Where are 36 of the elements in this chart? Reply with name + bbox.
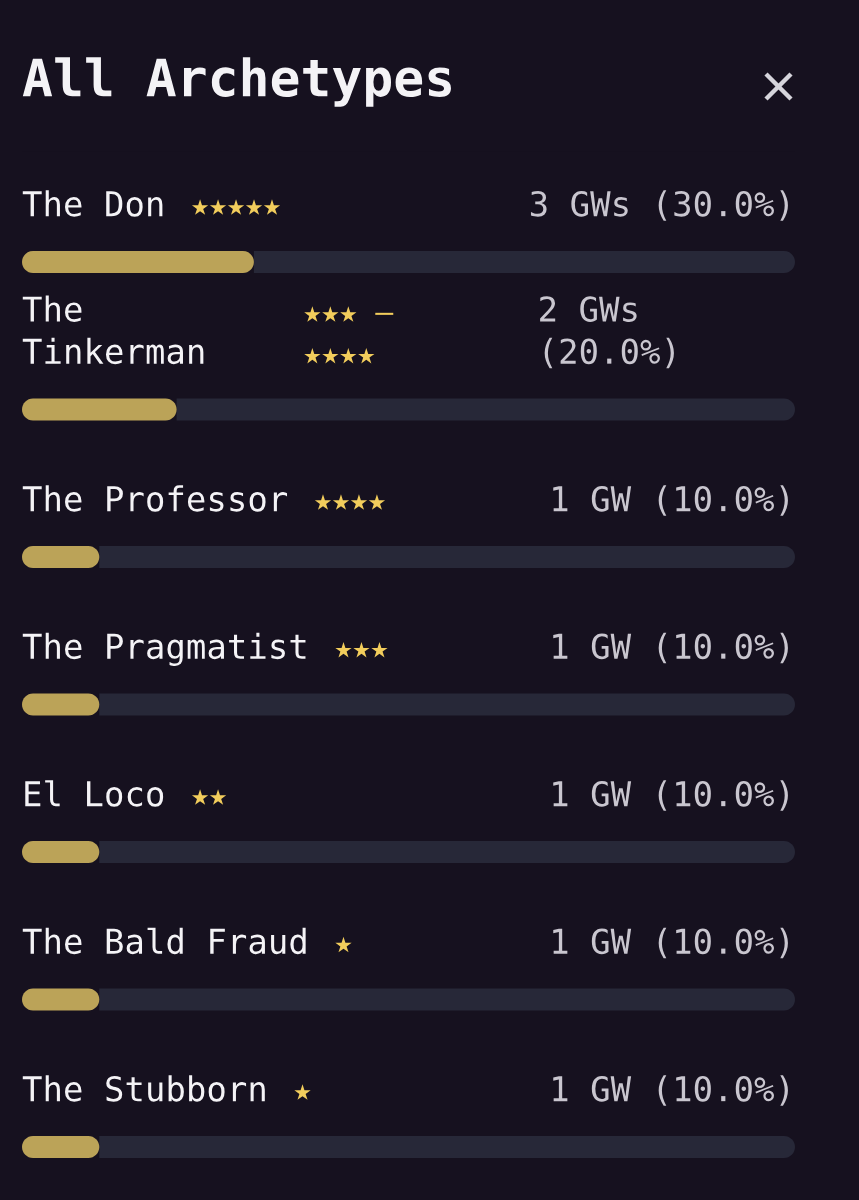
y-tick-label: The Stubborn	[22, 1075, 265, 1102]
annotation: 1 GW (10.0%)	[553, 632, 788, 664]
bar	[22, 693, 100, 716]
bar	[22, 988, 100, 1011]
annotation: ★★★★★	[191, 199, 281, 215]
y-tick-label: The Professor	[22, 485, 288, 512]
annotation: ★★★	[335, 642, 388, 658]
y-tick-label: The Bald Fraud	[22, 927, 306, 955]
bar	[22, 1136, 100, 1158]
annotation: ★	[335, 936, 352, 953]
chart-title: All Archetypes	[22, 57, 451, 107]
bar	[253, 251, 795, 273]
bar	[22, 841, 100, 863]
bar	[99, 693, 795, 716]
bar	[99, 988, 795, 1011]
bar	[99, 546, 795, 568]
y-tick-label: The Tinkerman	[22, 295, 204, 365]
annotation: 1 GW (10.0%)	[553, 485, 788, 516]
annotation: 1 GW (10.0%)	[553, 927, 788, 959]
y-tick-label: The Pragmatist	[22, 632, 306, 666]
annotation: 2 GWs (20.0%)	[540, 296, 674, 369]
annotation: 1 GW (10.0%)	[553, 1075, 788, 1106]
bar	[99, 841, 795, 863]
annotation: ★★★ – ★★★★	[304, 306, 394, 364]
annotation: ★	[294, 1084, 311, 1100]
bar	[22, 398, 177, 421]
annotation: ★★★★	[314, 494, 386, 510]
annotation: 3 GWs (30.0%)	[530, 190, 788, 221]
bar	[176, 398, 795, 421]
y-tick-label: The Don	[22, 190, 163, 217]
bar	[99, 1136, 795, 1158]
annotation: 1 GW (10.0%)	[553, 780, 788, 811]
bar	[22, 251, 254, 273]
annotation: ★★	[191, 789, 227, 805]
y-tick-label: El Loco	[25, 780, 164, 807]
bar	[22, 546, 100, 568]
